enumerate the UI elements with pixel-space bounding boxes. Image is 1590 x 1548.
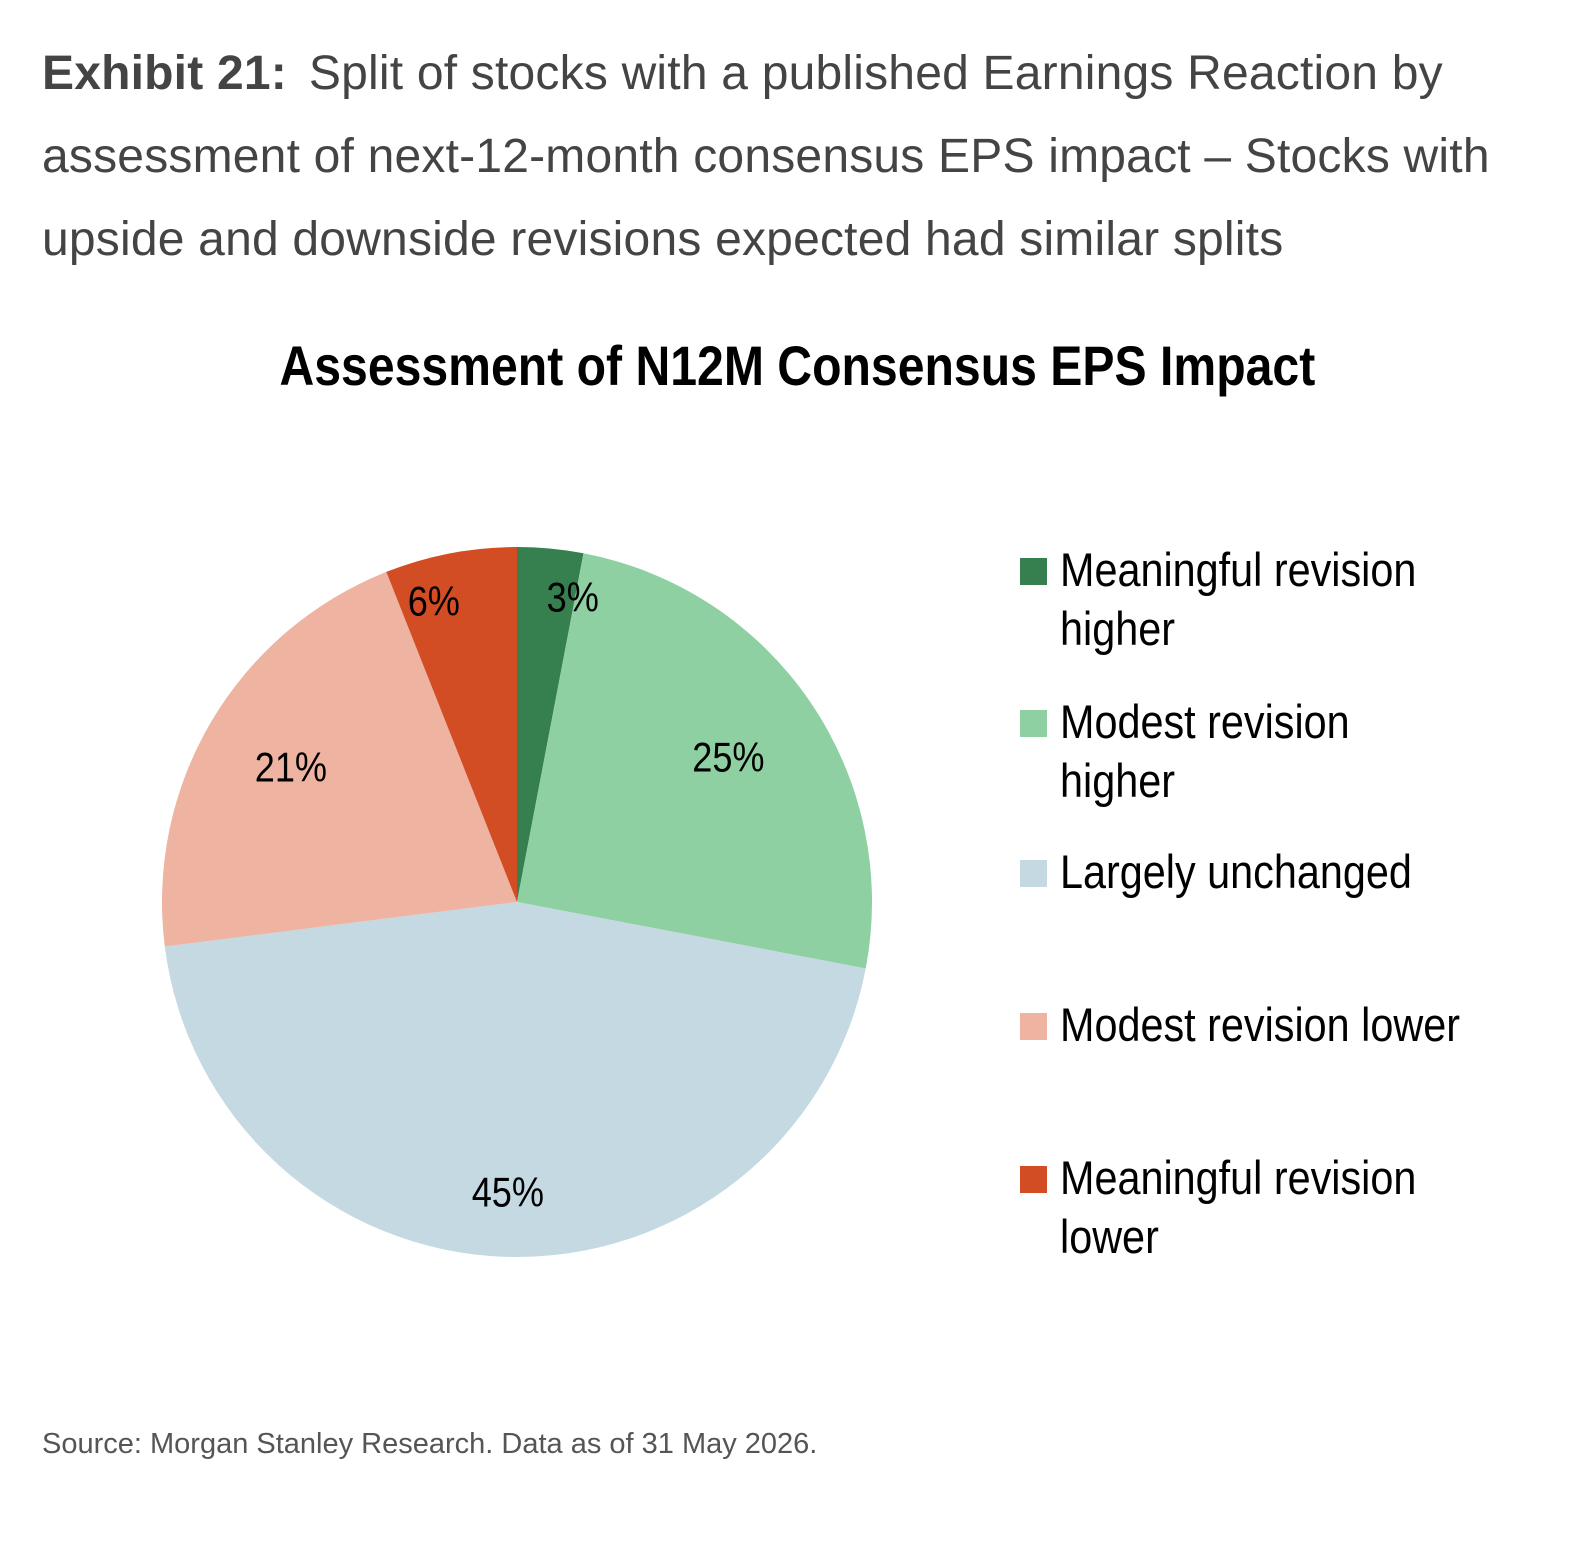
- legend-label: Modest revision lower: [1060, 998, 1460, 1051]
- source-note: Source: Morgan Stanley Research. Data as…: [42, 1428, 818, 1460]
- pie-slice-meaningful-revision-lower: [386, 547, 517, 902]
- pie-slice-label: 45%: [472, 1170, 544, 1216]
- legend-label: Meaningful revision lower: [1060, 1151, 1417, 1263]
- legend-label: Modest revision higher: [1060, 695, 1350, 807]
- pie-slice-label: 3%: [547, 575, 599, 621]
- pie-slice-meaningful-revision-higher: [517, 547, 584, 902]
- pie-slice-label: 6%: [408, 579, 460, 625]
- legend-swatch: [1020, 558, 1047, 585]
- pie-slice-labels: 3% 25% 45% 21% 6%: [255, 575, 765, 1216]
- pie-slice-modest-revision-lower: [161, 571, 517, 947]
- legend-swatch: [1020, 1166, 1047, 1193]
- legend-label: Meaningful revision higher: [1060, 543, 1417, 655]
- pie-slice-modest-revision-higher: [517, 553, 872, 969]
- pie-slice-label: 21%: [255, 745, 327, 791]
- legend-swatch: [1020, 710, 1047, 737]
- exhibit-label: Exhibit 21:: [42, 47, 287, 100]
- legend-swatch: [1020, 860, 1047, 887]
- legend-swatch: [1020, 1013, 1047, 1040]
- pie-slice-label: 25%: [692, 735, 764, 781]
- pie-slice-largely-unchanged: [164, 902, 866, 1257]
- chart-title: Assessment of N12M Consensus EPS Impact: [279, 334, 1316, 397]
- exhibit-header: Exhibit 21: Split of stocks with a publis…: [42, 32, 1542, 281]
- exhibit-description: Split of stocks with a published Earning…: [42, 47, 1490, 266]
- pie-slices: [161, 547, 872, 1257]
- legend-label: Largely unchanged: [1060, 845, 1412, 898]
